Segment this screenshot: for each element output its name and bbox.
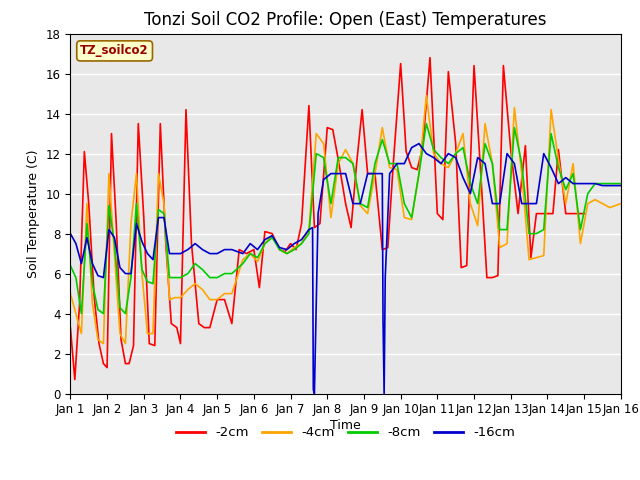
- Line: -16cm: -16cm: [70, 144, 621, 394]
- -2cm: [134, 120, 142, 126]
- Title: Tonzi Soil CO2 Profile: Open (East) Temperatures: Tonzi Soil CO2 Profile: Open (East) Temp…: [145, 11, 547, 29]
- -4cm: [445, 165, 452, 170]
- X-axis label: Time: Time: [330, 419, 361, 432]
- -16cm: [171, 251, 179, 256]
- -2cm: [483, 275, 491, 280]
- Line: -2cm: -2cm: [70, 58, 584, 380]
- -2cm: [426, 55, 434, 60]
- -2cm: [310, 225, 318, 230]
- -16cm: [310, 391, 318, 396]
- Y-axis label: Soil Temperature (C): Soil Temperature (C): [27, 149, 40, 278]
- -4cm: [393, 167, 401, 172]
- Legend: -2cm, -4cm, -8cm, -16cm: -2cm, -4cm, -8cm, -16cm: [170, 421, 521, 444]
- -4cm: [422, 93, 430, 98]
- -8cm: [422, 120, 430, 126]
- -8cm: [77, 311, 85, 316]
- -16cm: [213, 251, 221, 256]
- -16cm: [67, 231, 74, 237]
- -4cm: [415, 171, 423, 177]
- -4cm: [67, 291, 74, 297]
- -2cm: [580, 211, 588, 216]
- -8cm: [393, 161, 401, 167]
- -16cm: [143, 251, 151, 256]
- -16cm: [617, 183, 625, 189]
- Line: -4cm: -4cm: [70, 96, 621, 344]
- -4cm: [386, 165, 394, 170]
- -16cm: [327, 171, 335, 177]
- -4cm: [100, 341, 108, 347]
- -2cm: [195, 321, 203, 326]
- -8cm: [415, 171, 423, 177]
- -8cm: [67, 263, 74, 268]
- -16cm: [415, 141, 423, 146]
- -2cm: [67, 324, 74, 330]
- -4cm: [617, 201, 625, 206]
- Text: TZ_soilco2: TZ_soilco2: [80, 44, 149, 58]
- -8cm: [298, 240, 305, 247]
- -16cm: [511, 161, 518, 167]
- -8cm: [386, 161, 394, 167]
- -16cm: [298, 237, 305, 242]
- -8cm: [617, 180, 625, 186]
- Line: -8cm: -8cm: [70, 123, 621, 313]
- -4cm: [298, 240, 305, 247]
- -8cm: [562, 187, 570, 192]
- -8cm: [445, 161, 452, 167]
- -2cm: [71, 377, 79, 383]
- -2cm: [268, 231, 276, 237]
- -4cm: [562, 201, 570, 206]
- -2cm: [162, 240, 170, 247]
